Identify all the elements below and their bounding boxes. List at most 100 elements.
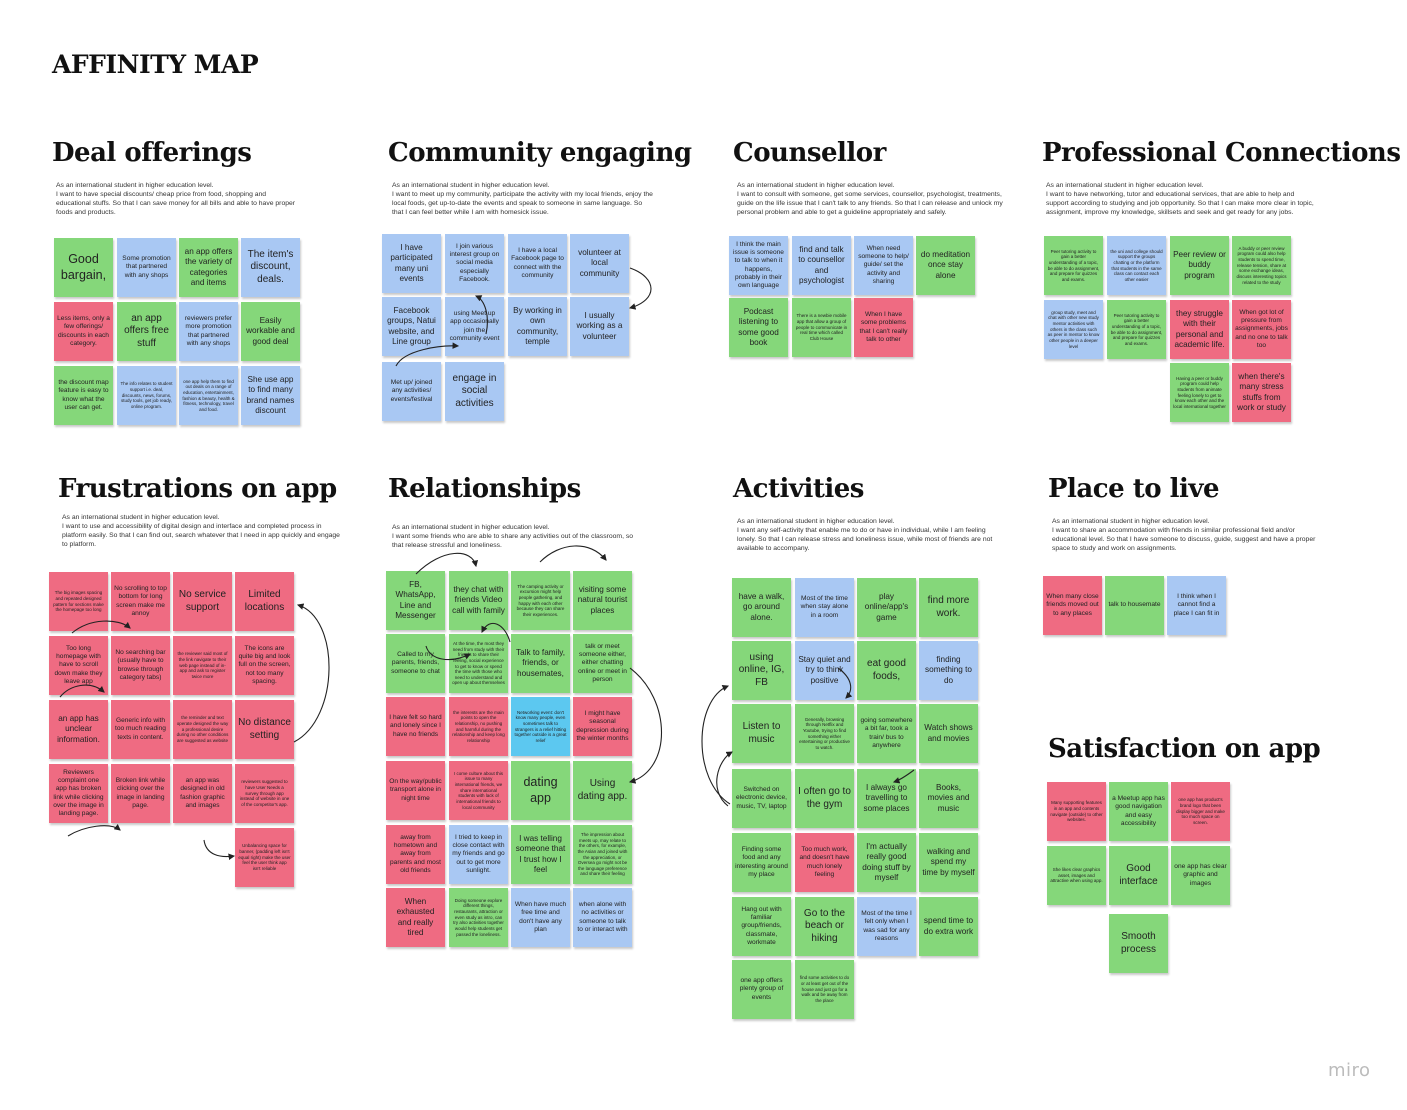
- sticky-note[interactable]: Networking event: don't know many people…: [511, 697, 570, 756]
- sticky-note[interactable]: away from hometown and away from parents…: [386, 825, 445, 884]
- sticky-note[interactable]: an app offers the variety of categories …: [179, 238, 238, 297]
- sticky-note[interactable]: I think when I cannot find a place I can…: [1167, 576, 1226, 635]
- sticky-note[interactable]: I have a local Facebook page to connect …: [508, 234, 567, 293]
- sticky-note[interactable]: the discount map feature is easy to know…: [54, 366, 113, 425]
- sticky-note[interactable]: I always go travelling to some places: [857, 769, 916, 828]
- sticky-note[interactable]: Broken link while clicking over the imag…: [111, 764, 170, 823]
- sticky-note[interactable]: Reviewers complaint one app has broken l…: [49, 764, 108, 823]
- sticky-note[interactable]: No scrolling to top bottom for long scre…: [111, 572, 170, 631]
- sticky-note[interactable]: Generally, browsing through Netflix and …: [795, 704, 854, 763]
- sticky-note[interactable]: At the time, the most they need from stu…: [449, 634, 508, 693]
- sticky-note[interactable]: talk or meet someone either, either chat…: [573, 634, 632, 693]
- sticky-note[interactable]: Go to the beach or hiking: [795, 897, 854, 956]
- sticky-note[interactable]: By working in own community, temple: [508, 297, 567, 356]
- sticky-note[interactable]: an app has unclear information.: [49, 700, 108, 759]
- sticky-note[interactable]: Hang out with familiar group/friends, cl…: [732, 897, 791, 956]
- sticky-note[interactable]: I have felt so hard and lonely since I h…: [386, 697, 445, 756]
- sticky-note[interactable]: I tried to keep in close contact with my…: [449, 825, 508, 884]
- sticky-note[interactable]: Peer tutoring activity to gain a better …: [1044, 236, 1103, 295]
- sticky-note[interactable]: reviewers suggested to have User Needs a…: [235, 764, 294, 823]
- sticky-note[interactable]: Talk to family, friends, or housemates,: [511, 634, 570, 693]
- sticky-note[interactable]: engage in social activities: [445, 362, 504, 421]
- sticky-note[interactable]: Called to my parents, friends, someone t…: [386, 634, 445, 693]
- sticky-note[interactable]: when alone with no activities or someone…: [573, 888, 632, 947]
- sticky-note[interactable]: The item's discount, deals.: [241, 238, 300, 297]
- sticky-note[interactable]: Facebook groups, Natui website, and Line…: [382, 297, 441, 356]
- sticky-note[interactable]: Unbalancing space for banner, (padding l…: [235, 828, 294, 887]
- sticky-note[interactable]: I come culture about this issue to many …: [449, 761, 508, 820]
- sticky-note[interactable]: eat good foods,: [857, 641, 916, 700]
- sticky-note[interactable]: Peer tutoring activity to gain a better …: [1107, 300, 1166, 359]
- sticky-note[interactable]: Finding some food and any interesting ar…: [732, 833, 791, 892]
- sticky-note[interactable]: She likes clear graphics asset, images a…: [1047, 846, 1106, 905]
- sticky-note[interactable]: the reviewer said most of the link navig…: [173, 636, 232, 695]
- sticky-note[interactable]: find more work.: [919, 578, 978, 637]
- sticky-note[interactable]: Switched on electronic device, music, TV…: [732, 769, 791, 828]
- sticky-note[interactable]: When need someone to help/ guide/ set th…: [854, 236, 913, 295]
- sticky-note[interactable]: The camping activity or excursion might …: [511, 571, 570, 630]
- sticky-note[interactable]: I might have seasonal depression during …: [573, 697, 632, 756]
- sticky-note[interactable]: one app help them to find out deals on a…: [179, 366, 238, 425]
- sticky-note[interactable]: using online, IG, FB: [732, 641, 791, 700]
- sticky-note[interactable]: Peer review or buddy program: [1170, 236, 1229, 295]
- sticky-note[interactable]: When I have some problems that I can't r…: [854, 298, 913, 357]
- sticky-note[interactable]: the reminder and text operate designed t…: [173, 700, 232, 759]
- sticky-note[interactable]: A buddy or peer review program could als…: [1232, 236, 1291, 295]
- sticky-note[interactable]: they struggle with their personal and ac…: [1170, 300, 1229, 359]
- sticky-note[interactable]: a Meetup app has good navigation and eas…: [1109, 782, 1168, 841]
- sticky-note[interactable]: No distance setting: [235, 700, 294, 759]
- sticky-note[interactable]: The impression about meets up, may relat…: [573, 825, 632, 884]
- sticky-note[interactable]: Podcast listening to some good book: [729, 298, 788, 357]
- sticky-note[interactable]: Easily workable and good deal: [241, 302, 300, 361]
- sticky-note[interactable]: Books, movies and music: [919, 769, 978, 828]
- sticky-note[interactable]: group study, meet and chat with other ne…: [1044, 300, 1103, 359]
- sticky-note[interactable]: Some promotion that partnered with any s…: [117, 238, 176, 297]
- sticky-note[interactable]: dating app: [511, 761, 570, 820]
- sticky-note[interactable]: I'm actually really good doing stuff by …: [857, 833, 916, 892]
- sticky-note[interactable]: The icons are quite big and look full on…: [235, 636, 294, 695]
- sticky-note[interactable]: I usually working as a volunteer: [570, 297, 629, 356]
- sticky-note[interactable]: find some activities to do or at least g…: [795, 960, 854, 1019]
- sticky-note[interactable]: Too long homepage with have to scroll do…: [49, 636, 108, 695]
- sticky-note[interactable]: She use app to find many brand names dis…: [241, 366, 300, 425]
- sticky-note[interactable]: one app has clear graphic and images: [1171, 846, 1230, 905]
- sticky-note[interactable]: I have participated many uni events: [382, 234, 441, 293]
- sticky-note[interactable]: do meditation once stay alone: [916, 236, 975, 295]
- sticky-note[interactable]: Smooth process: [1109, 914, 1168, 973]
- sticky-note[interactable]: have a walk, go around alone.: [732, 578, 791, 637]
- sticky-note[interactable]: There is a newbie mobile app that allow …: [792, 298, 851, 357]
- sticky-note[interactable]: going somewhere a bit far, took a train/…: [857, 704, 916, 763]
- sticky-note[interactable]: talk to housemate: [1105, 576, 1164, 635]
- sticky-note[interactable]: find and talk to counsellor and psycholo…: [792, 236, 851, 295]
- sticky-note[interactable]: I join various interest group on social …: [445, 234, 504, 293]
- sticky-note[interactable]: On the way/public transport alone in nig…: [386, 761, 445, 820]
- sticky-note[interactable]: an app was designed in old fashion graph…: [173, 764, 232, 823]
- sticky-note[interactable]: I often go to the gym: [795, 769, 854, 828]
- sticky-note[interactable]: finding something to do: [919, 641, 978, 700]
- sticky-note[interactable]: Most of the time I felt only when I was …: [857, 897, 916, 956]
- sticky-note[interactable]: Stay quiet and try to think positive: [795, 641, 854, 700]
- sticky-note[interactable]: one app offers plenty group of events: [732, 960, 791, 1019]
- sticky-note[interactable]: FB, WhatsApp, Line and Messenger: [386, 571, 445, 630]
- sticky-note[interactable]: Using dating app.: [573, 761, 632, 820]
- sticky-note[interactable]: spend time to do extra work: [919, 897, 978, 956]
- sticky-note[interactable]: the uni and college should support the g…: [1107, 236, 1166, 295]
- sticky-note[interactable]: volunteer at local community: [570, 234, 629, 293]
- sticky-note[interactable]: Generic info with too much reading texts…: [111, 700, 170, 759]
- sticky-note[interactable]: When have much free time and don't have …: [511, 888, 570, 947]
- sticky-note[interactable]: Too much work, and doesn't have much lon…: [795, 833, 854, 892]
- sticky-note[interactable]: When exhausted and really tired: [386, 888, 445, 947]
- sticky-note[interactable]: the interests are the main points to ope…: [449, 697, 508, 756]
- sticky-note[interactable]: No searching bar (usually have to browse…: [111, 636, 170, 695]
- sticky-note[interactable]: walking and spend my time by myself: [919, 833, 978, 892]
- sticky-note[interactable]: No service support: [173, 572, 232, 631]
- sticky-note[interactable]: Limited locations: [235, 572, 294, 631]
- sticky-note[interactable]: Most of the time when stay alone in a ro…: [795, 578, 854, 637]
- sticky-note[interactable]: Met up/ joined any activities/ events/fe…: [382, 362, 441, 421]
- sticky-note[interactable]: when there's many stress stuffs from wor…: [1232, 363, 1291, 422]
- sticky-note[interactable]: Many supporting features in an app and c…: [1047, 782, 1106, 841]
- sticky-note[interactable]: The info relates to student support i.e.…: [117, 366, 176, 425]
- sticky-note[interactable]: When many close friends moved out to any…: [1043, 576, 1102, 635]
- sticky-note[interactable]: I was telling someone that I trust how I…: [511, 825, 570, 884]
- sticky-note[interactable]: an app offers free stuff: [117, 302, 176, 361]
